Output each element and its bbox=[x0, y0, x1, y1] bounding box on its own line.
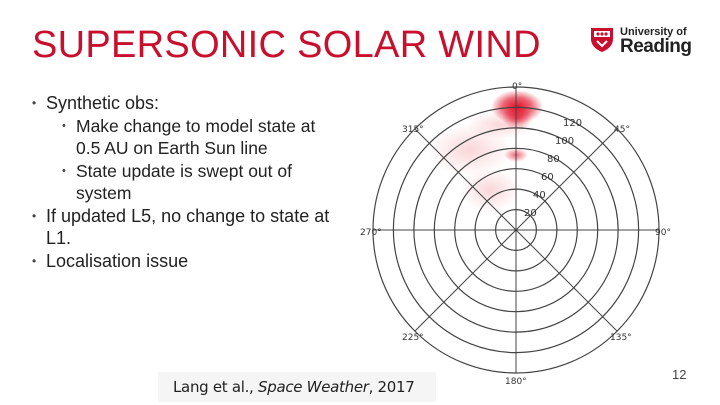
angle-label-90: 90° bbox=[655, 228, 671, 238]
angle-label-45: 45° bbox=[614, 125, 630, 135]
bullet-dot-icon: • bbox=[32, 253, 37, 268]
angle-label-135: 135° bbox=[610, 333, 632, 343]
bullet-text: Synthetic obs: bbox=[46, 93, 160, 113]
polar-spoke bbox=[515, 229, 618, 332]
radial-label-40: 40 bbox=[533, 190, 546, 201]
polar-spoke bbox=[414, 229, 517, 332]
citation-box: Lang et al., Space Weather, 2017 bbox=[158, 372, 436, 402]
crest-icon bbox=[591, 28, 613, 52]
radial-label-120: 120 bbox=[563, 118, 582, 129]
citation-authors: Lang et al., bbox=[173, 378, 258, 396]
logo-line1: University of bbox=[620, 26, 687, 38]
bullet-dot-icon: • bbox=[32, 208, 37, 223]
bullet-item: • Synthetic obs: bbox=[32, 92, 342, 115]
bullet-item: • Localisation issue bbox=[32, 250, 342, 273]
bullet-dot-icon: • bbox=[32, 96, 37, 110]
logo-line2: Reading bbox=[620, 36, 692, 57]
radial-label-100: 100 bbox=[555, 136, 574, 147]
bullet-dot-icon: • bbox=[62, 119, 66, 132]
citation-year: , 2017 bbox=[368, 378, 415, 396]
bullet-text: If updated L5, no change to state at L1. bbox=[46, 205, 330, 249]
citation-journal: Space Weather bbox=[258, 378, 369, 396]
angle-label-270: 270° bbox=[360, 228, 382, 238]
polar-plot: 0° 45° 90° 135° 180° 225° 270° 315° 20 4… bbox=[360, 82, 671, 387]
bullet-list: • Synthetic obs: • Make change to model … bbox=[32, 92, 342, 272]
page-number: 12 bbox=[672, 367, 687, 382]
bullet-text: Localisation issue bbox=[46, 250, 189, 271]
angle-label-0: 0° bbox=[512, 82, 522, 92]
bullet-text: State update is swept out of system bbox=[76, 160, 292, 204]
angle-label-315: 315° bbox=[402, 125, 424, 135]
bullet-text: Make change to model state at 0.5 AU on … bbox=[76, 115, 316, 159]
radial-label-80: 80 bbox=[547, 154, 560, 165]
bullet-dot-icon: • bbox=[62, 164, 66, 177]
slide-title: SUPERSONIC SOLAR WIND bbox=[32, 24, 541, 66]
university-logo: University of Reading bbox=[590, 26, 692, 57]
polar-spoke bbox=[515, 128, 618, 231]
angle-label-180: 180° bbox=[505, 377, 527, 387]
sub-bullet-item: • Make change to model state at 0.5 AU o… bbox=[32, 115, 342, 160]
angle-label-225: 225° bbox=[402, 333, 424, 343]
citation-text: Lang et al., Space Weather, 2017 bbox=[173, 378, 415, 396]
sub-bullet-item: • State update is swept out of system bbox=[32, 160, 342, 205]
bullet-item: • If updated L5, no change to state at L… bbox=[32, 205, 342, 250]
radial-label-20: 20 bbox=[524, 208, 537, 219]
polar-grid bbox=[372, 86, 660, 374]
radial-label-60: 60 bbox=[541, 172, 554, 183]
polar-spoke bbox=[414, 128, 517, 231]
